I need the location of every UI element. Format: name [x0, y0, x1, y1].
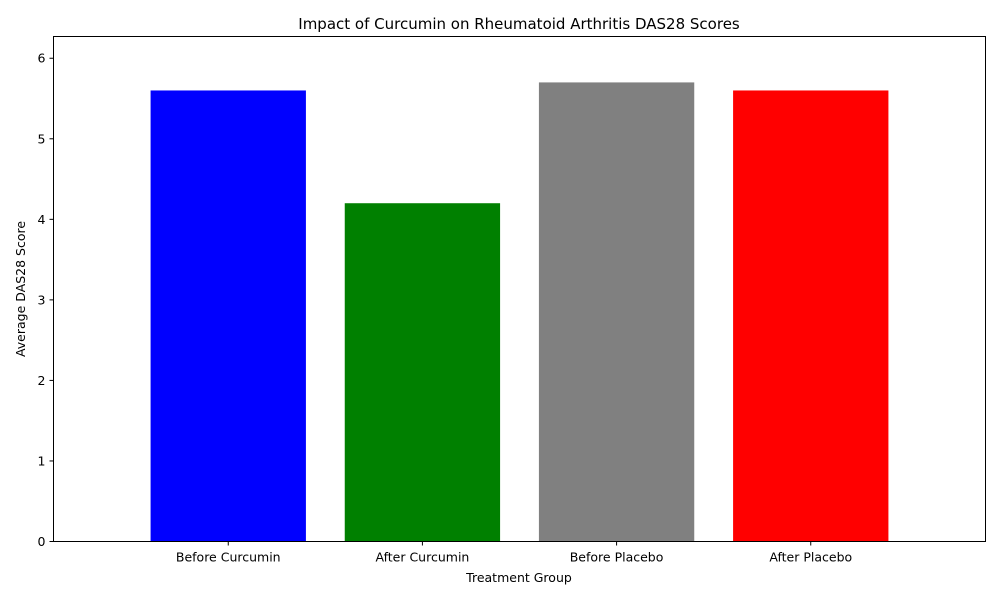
y-tick-label: 6: [38, 51, 46, 66]
y-tick-label: 2: [38, 373, 46, 388]
plot-area-frame: [53, 36, 986, 542]
y-axis: 0 1 2 3 4 5 6: [38, 51, 54, 549]
bar-after-placebo: [733, 90, 889, 542]
bar-before-placebo: [538, 82, 695, 542]
x-tick-label: After Placebo: [769, 550, 852, 565]
y-tick-label: 4: [38, 212, 46, 227]
bars-group: [150, 82, 889, 542]
y-tick-label: 3: [38, 292, 46, 307]
y-axis-label: Average DAS28 Score: [13, 221, 28, 357]
x-axis-label: Treatment Group: [465, 570, 572, 585]
x-axis: Before Curcumin After Curcumin Before Plac…: [176, 541, 852, 565]
y-tick-label: 1: [38, 453, 46, 468]
bar-after-curcumin: [344, 203, 501, 542]
x-tick-label: Before Placebo: [570, 550, 664, 565]
chart-title: Impact of Curcumin on Rheumatoid Arthrit…: [298, 15, 740, 33]
bar-before-curcumin: [150, 90, 306, 542]
y-tick-label: 0: [38, 534, 46, 549]
x-tick-label: After Curcumin: [375, 550, 469, 565]
x-tick-label: Before Curcumin: [176, 550, 281, 565]
y-tick-label: 5: [38, 131, 46, 146]
